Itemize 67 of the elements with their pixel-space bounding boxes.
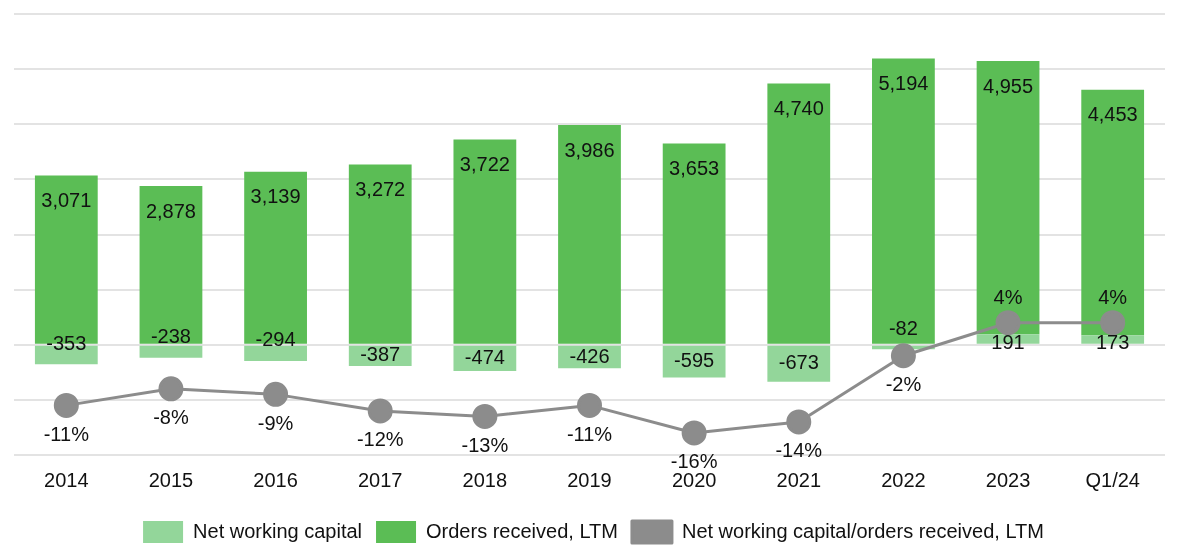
- bar: [872, 58, 935, 344]
- data-label: 4%: [1098, 286, 1128, 309]
- data-label: -11%: [43, 422, 90, 445]
- data-label: -426: [569, 344, 610, 367]
- bar: [139, 186, 203, 344]
- data-label: 4,955: [983, 74, 1034, 97]
- point: [1100, 310, 1126, 336]
- point: [472, 403, 498, 429]
- data-label: -673: [778, 351, 819, 374]
- legend-label: Net working capital/orders received, LTM: [681, 519, 1044, 542]
- data-label: 3,986: [564, 138, 615, 161]
- data-label: 191: [991, 330, 1025, 353]
- bar: [1081, 89, 1145, 336]
- data-label: -353: [46, 331, 87, 354]
- x-tick-label: 2015: [148, 468, 194, 491]
- data-label: 4,453: [1087, 103, 1138, 126]
- bar: [453, 139, 517, 344]
- bar: [244, 345, 307, 361]
- data-label: -474: [464, 345, 505, 368]
- data-label: 4,740: [773, 96, 824, 119]
- point: [263, 381, 289, 407]
- data-label: 3,139: [250, 185, 301, 208]
- data-label: -238: [150, 325, 191, 348]
- point: [681, 420, 707, 446]
- data-label: -9%: [257, 411, 294, 434]
- point: [577, 392, 602, 418]
- data-label: -595: [674, 349, 715, 372]
- legend-label: Net working capital: [193, 519, 363, 542]
- data-label: -12%: [356, 428, 404, 451]
- x-tick-label: 2014: [44, 468, 89, 491]
- point: [158, 376, 184, 402]
- x-tick-label: 2019: [567, 468, 612, 491]
- data-label: 5,194: [878, 71, 929, 94]
- data-label: -8%: [153, 406, 189, 429]
- point: [890, 343, 916, 369]
- point: [53, 392, 79, 418]
- x-tick-label: 2017: [357, 468, 403, 491]
- data-label: 3,653: [669, 156, 720, 179]
- data-label: 3,722: [459, 153, 510, 176]
- bar: [139, 345, 203, 358]
- bar: [348, 164, 412, 344]
- data-label: -2%: [885, 373, 922, 396]
- data-label: -11%: [566, 422, 613, 445]
- point: [367, 398, 393, 424]
- data-label: 3,071: [41, 188, 92, 211]
- x-tick-label: 2022: [881, 468, 926, 491]
- data-label: 173: [1095, 331, 1130, 353]
- bar: [244, 171, 307, 344]
- x-tick-label: Q1/24: [1085, 468, 1140, 491]
- legend-label: Orders received, LTM: [426, 519, 618, 542]
- data-label: 2,878: [145, 199, 196, 222]
- point: [786, 409, 812, 435]
- bar: [976, 61, 1040, 335]
- x-tick-label: 2021: [776, 468, 822, 491]
- data-label: 3,272: [355, 177, 406, 200]
- x-tick-label: 2023: [985, 468, 1031, 491]
- x-tick-label: 2016: [253, 468, 298, 491]
- data-label: -82: [888, 316, 918, 339]
- bar: [662, 143, 726, 344]
- point: [995, 310, 1021, 336]
- data-label: -387: [360, 343, 401, 366]
- data-label: -14%: [775, 439, 823, 462]
- data-label: -13%: [461, 433, 509, 456]
- data-label: 4%: [993, 286, 1023, 309]
- bar: [767, 83, 831, 344]
- bar: [558, 125, 621, 344]
- x-tick-label: 2018: [462, 468, 508, 491]
